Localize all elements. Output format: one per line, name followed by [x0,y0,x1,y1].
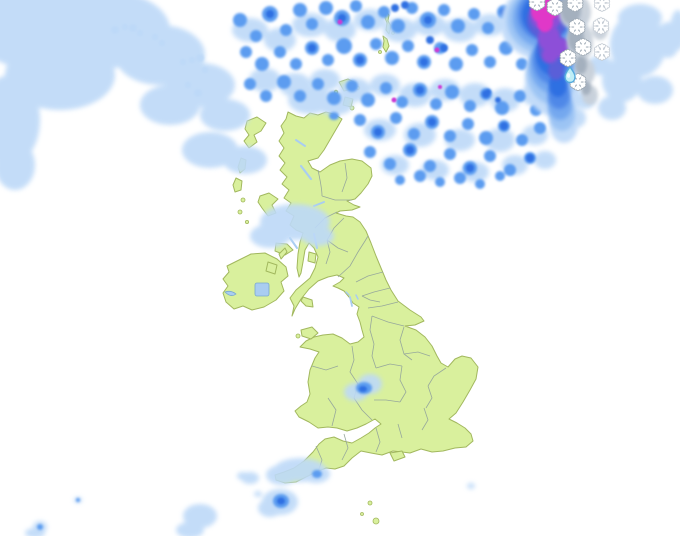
raindrop-icon [564,66,576,84]
loch [355,294,359,300]
county-border [337,235,369,278]
islet [244,219,249,224]
snowflake-icon [577,40,590,54]
snowflake-icon [531,0,544,9]
islet [367,500,373,506]
county-border [361,287,391,297]
county-border [369,315,375,345]
loch [345,291,350,296]
islet [240,197,246,203]
loch [313,201,325,207]
county-border [367,301,399,309]
county-border [355,271,384,283]
county-border [421,407,429,431]
island [300,326,319,340]
loch [299,164,313,181]
county-border [397,423,403,439]
county-border [341,433,349,461]
islet [378,50,382,54]
county-border [327,397,337,427]
island [300,296,314,308]
county-border [425,385,433,409]
snowflake-icon [562,51,575,65]
county-border [326,239,349,253]
island [389,450,406,462]
county-border [374,399,401,403]
snowflake-icon [569,0,582,10]
great-britain-landmass [274,111,479,484]
county-border [371,315,405,327]
islet [295,333,301,339]
county-border [311,365,339,371]
weather-icons-layer [531,0,611,89]
snowflake-icon [549,0,562,14]
islet [372,517,380,525]
county-border [399,365,407,403]
island [278,247,288,260]
precip-rain-light-dots [111,24,208,97]
island [265,261,278,275]
county-borders-layer [311,162,447,473]
county-border [371,343,377,369]
county-border [361,295,381,303]
county-border [375,363,403,369]
loch [349,296,353,307]
island [243,116,267,149]
county-border [321,195,352,201]
loch [295,139,306,147]
island [382,35,390,53]
island [307,251,317,264]
precip-rain-heavy [266,1,556,505]
county-border [399,326,413,361]
lake [224,290,237,296]
lake [254,282,270,297]
county-border [341,162,348,193]
county-border [375,427,381,453]
county-border [403,351,431,357]
precip-rain-medium [37,0,546,530]
county-border [317,169,323,197]
precip-rain-intense-specks [337,19,442,103]
snowflake-icon [593,0,611,12]
island [232,177,243,193]
islet [360,512,364,516]
snowflake-icon [571,20,584,34]
islet [237,209,243,215]
county-border [427,367,447,387]
